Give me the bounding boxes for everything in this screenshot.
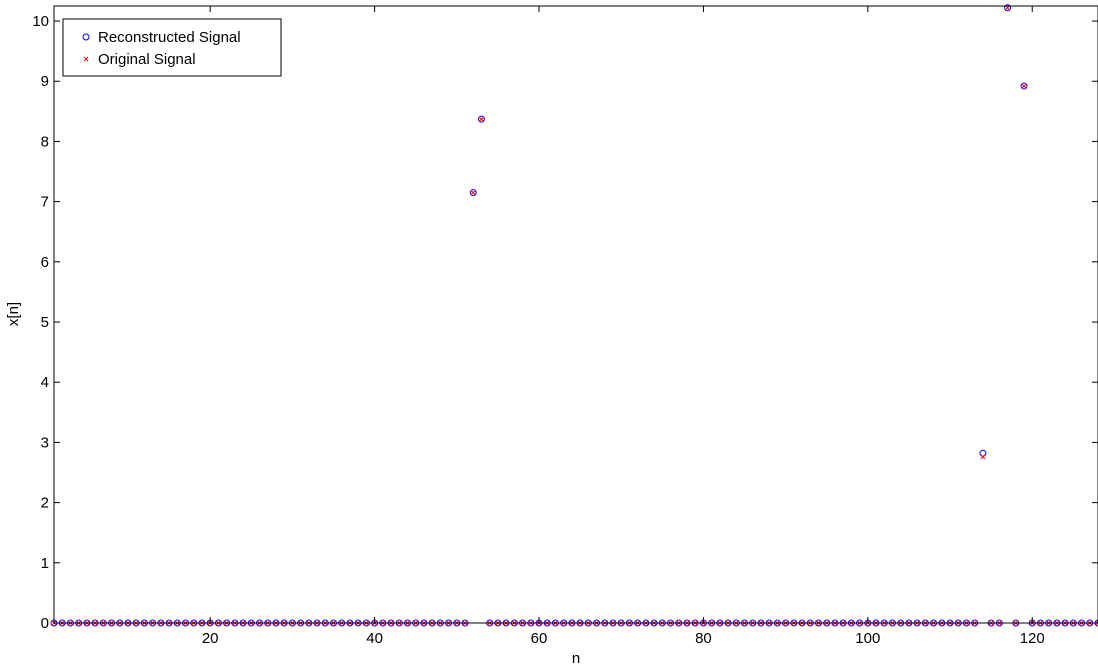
circle-point-n52 bbox=[469, 189, 477, 197]
y-tick-label: 10 bbox=[32, 13, 49, 30]
x-point-n52 bbox=[470, 190, 476, 196]
axis-ticks bbox=[54, 6, 1098, 624]
y-tick-label: 0 bbox=[41, 615, 49, 632]
y-tick-label: 1 bbox=[41, 555, 49, 572]
y-tick-label: 2 bbox=[41, 495, 49, 512]
series-2 bbox=[51, 5, 1098, 626]
series-1 bbox=[50, 4, 1098, 627]
x-axis-label: n bbox=[572, 650, 580, 667]
circle-point-n117 bbox=[1004, 4, 1012, 12]
x-tick-label: 80 bbox=[695, 630, 712, 647]
plot-frame bbox=[53, 5, 1098, 624]
x-point-n128 bbox=[1095, 620, 1098, 626]
x-tick-label: 100 bbox=[855, 630, 880, 647]
legend-label-2: Original Signal bbox=[98, 51, 196, 68]
y-tick-label: 9 bbox=[41, 73, 49, 90]
y-axis-label: x[n] bbox=[5, 302, 22, 326]
tick-labels: 20 40 60 80 100 120 0 1 2 3 4 5 6 7 8 9 10 bbox=[32, 13, 1044, 647]
x-tick-label: 20 bbox=[202, 630, 219, 647]
x-point-n53 bbox=[478, 116, 485, 122]
legend-box bbox=[62, 18, 282, 77]
circle-point-n53 bbox=[477, 115, 485, 123]
legend-label-1: Reconstructed Signal bbox=[98, 29, 241, 46]
y-tick-label: 8 bbox=[41, 133, 49, 150]
x-point-n114 bbox=[980, 454, 986, 460]
legend-marker-1 bbox=[82, 33, 90, 41]
y-tick-label: 7 bbox=[41, 194, 49, 211]
y-tick-label: 6 bbox=[41, 254, 49, 271]
y-tick-label: 5 bbox=[41, 314, 49, 331]
legend: Reconstructed Signal Original Signal bbox=[62, 18, 282, 77]
x-tick-label: 40 bbox=[366, 630, 383, 647]
data-marks bbox=[50, 4, 1098, 627]
x-tick-label: 120 bbox=[1020, 630, 1045, 647]
y-tick-label: 3 bbox=[41, 434, 49, 451]
legend-marker-2 bbox=[83, 56, 89, 62]
x-point-n119 bbox=[1021, 83, 1027, 89]
circle-point-n119 bbox=[1020, 82, 1028, 90]
x-tick-label: 60 bbox=[531, 630, 548, 647]
y-tick-label: 4 bbox=[41, 374, 49, 391]
